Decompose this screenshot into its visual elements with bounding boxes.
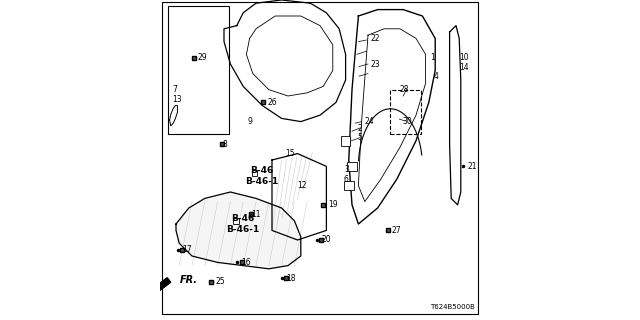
Text: 30: 30 — [403, 117, 412, 126]
Text: T624B5000B: T624B5000B — [430, 304, 475, 310]
Text: 5: 5 — [358, 133, 363, 142]
Text: 15: 15 — [285, 149, 294, 158]
Bar — [344, 181, 354, 190]
Text: 24: 24 — [364, 117, 374, 126]
Text: 2: 2 — [358, 124, 362, 132]
Text: 10: 10 — [460, 53, 469, 62]
Text: 12: 12 — [298, 181, 307, 190]
Text: 22: 22 — [371, 34, 380, 43]
Text: 26: 26 — [268, 98, 277, 107]
Text: 20: 20 — [322, 236, 332, 244]
Text: 19: 19 — [328, 200, 338, 209]
Text: 18: 18 — [287, 274, 296, 283]
Text: 9: 9 — [248, 117, 253, 126]
FancyArrow shape — [151, 278, 171, 293]
Text: 8: 8 — [223, 140, 227, 148]
Text: 23: 23 — [371, 60, 380, 68]
Text: 14: 14 — [460, 63, 469, 72]
Text: B-46
B-46-1: B-46 B-46-1 — [226, 214, 259, 234]
Text: 11: 11 — [251, 210, 260, 219]
Text: 4: 4 — [434, 72, 438, 81]
Text: 1: 1 — [430, 53, 435, 62]
Text: 27: 27 — [392, 226, 402, 235]
Polygon shape — [176, 192, 301, 269]
Text: 13: 13 — [172, 95, 182, 104]
Text: 28: 28 — [399, 85, 409, 94]
Text: 17: 17 — [182, 245, 191, 254]
Text: B-46
B-46-1: B-46 B-46-1 — [245, 166, 278, 186]
Bar — [340, 136, 351, 146]
Text: 6: 6 — [344, 175, 349, 184]
Text: 25: 25 — [216, 277, 226, 286]
Text: 7: 7 — [172, 85, 177, 94]
Bar — [347, 162, 357, 171]
Text: 21: 21 — [467, 162, 477, 171]
Bar — [168, 6, 229, 134]
Text: 3: 3 — [344, 165, 349, 174]
Bar — [390, 90, 421, 134]
Text: FR.: FR. — [180, 275, 198, 285]
Text: 16: 16 — [242, 258, 252, 267]
Text: 29: 29 — [198, 53, 207, 62]
